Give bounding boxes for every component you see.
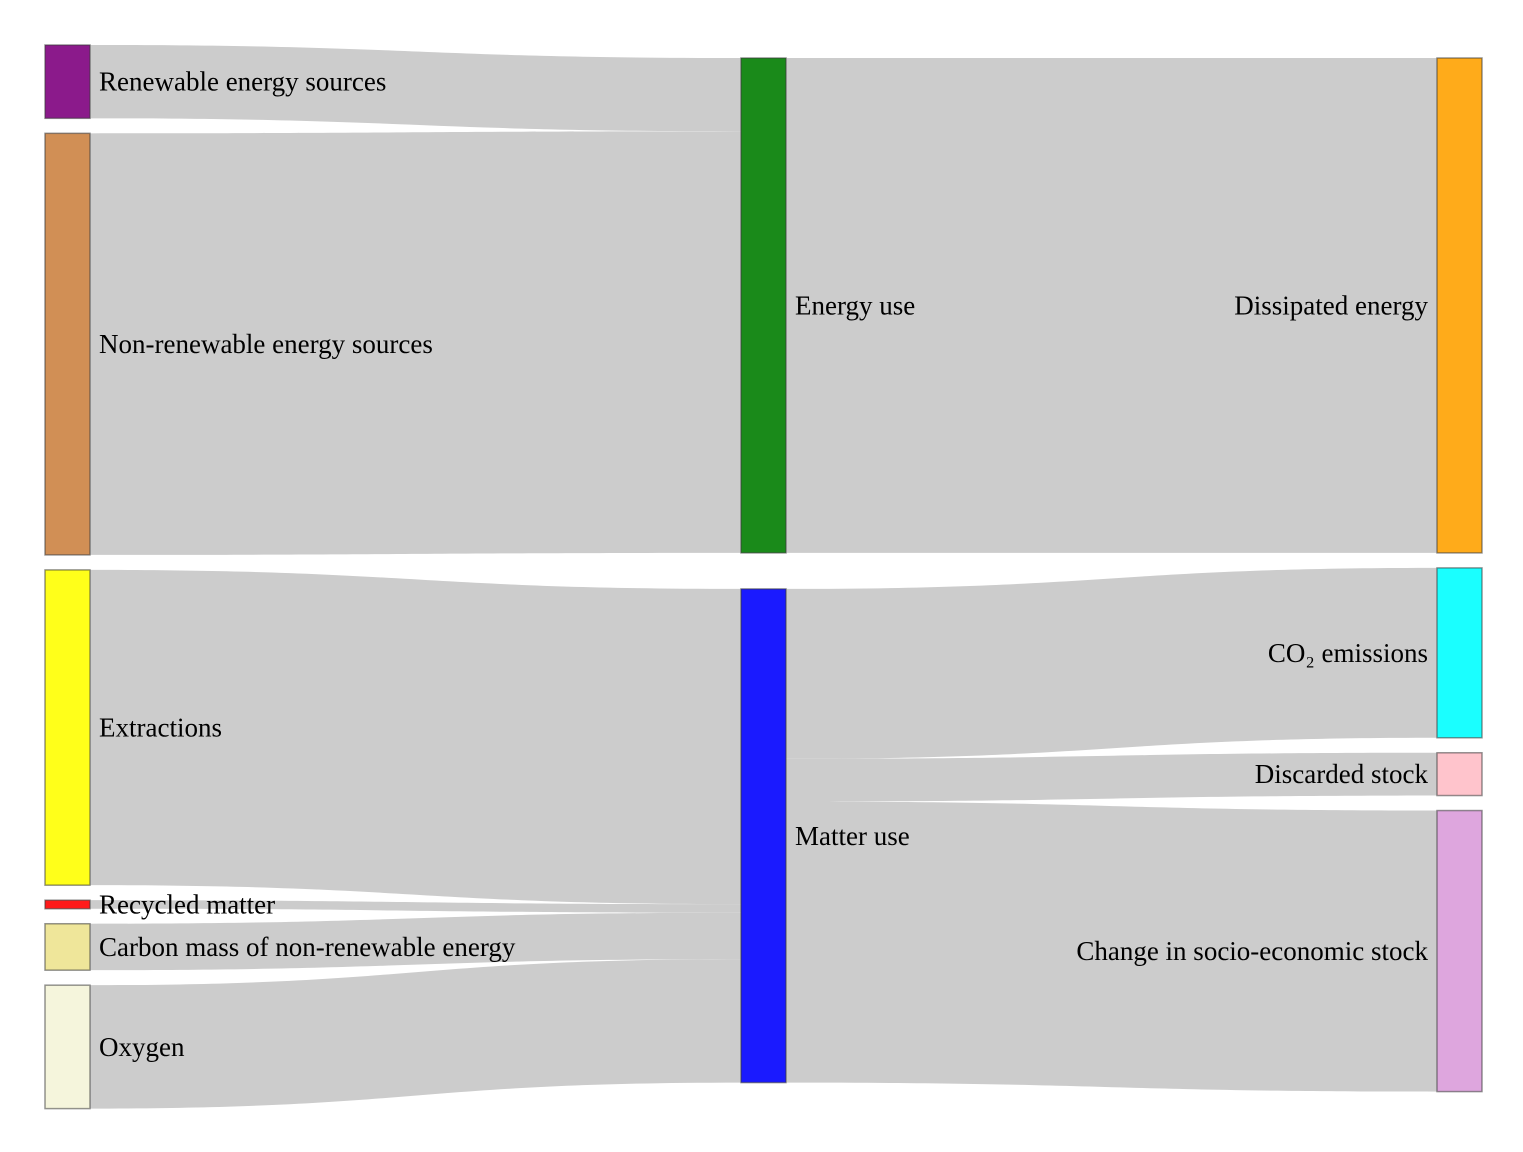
node-nonrenewable[interactable]: [44, 132, 91, 556]
node-oxygen[interactable]: [44, 984, 91, 1110]
link-carbon-to-matter_use: [90, 912, 741, 971]
link-recycled-to-matter_use: [90, 900, 741, 913]
node-label-energy_use: Energy use: [795, 290, 915, 320]
node-label-oxygen: Oxygen: [99, 1032, 185, 1062]
node-label-extractions: Extractions: [99, 713, 222, 743]
node-label-carbon: Carbon mass of non-renewable energy: [99, 932, 516, 962]
node-discarded[interactable]: [1436, 752, 1483, 797]
node-co2[interactable]: [1436, 567, 1483, 739]
link-oxygen-to-matter_use: [90, 959, 741, 1109]
node-renewable[interactable]: [44, 44, 91, 120]
link-renewable-to-energy_use: [90, 45, 741, 132]
sankey-labels: Renewable energy sources Non-renewable en…: [99, 67, 1428, 1062]
sankey-nodes: [44, 44, 1483, 1110]
node-dissipated[interactable]: [1436, 57, 1483, 554]
link-matter_use-to-stock: [786, 801, 1437, 1092]
node-label-co2: CO₂ emissions: [1268, 638, 1428, 668]
link-nonrenewable-to-energy_use: [90, 131, 741, 555]
node-label-nonrenewable: Non-renewable energy sources: [99, 329, 433, 359]
link-matter_use-to-discarded: [786, 752, 1437, 802]
node-label-stock: Change in socio-economic stock: [1076, 936, 1428, 966]
node-energy_use[interactable]: [740, 57, 787, 554]
node-recycled[interactable]: [44, 899, 91, 910]
link-energy_use-to-dissipated: [786, 58, 1437, 553]
node-label-matter_use: Matter use: [795, 821, 910, 851]
node-label-recycled: Recycled matter: [99, 889, 275, 919]
link-extractions-to-matter_use: [90, 569, 741, 905]
node-label-dissipated: Dissipated energy: [1234, 290, 1428, 320]
node-extractions[interactable]: [44, 569, 91, 886]
node-matter_use[interactable]: [740, 588, 787, 1084]
node-carbon[interactable]: [44, 922, 91, 971]
sankey-links: [90, 45, 1437, 1109]
link-matter_use-to-co2: [786, 567, 1437, 759]
node-stock[interactable]: [1436, 809, 1483, 1093]
node-label-discarded: Discarded stock: [1255, 759, 1429, 789]
node-label-renewable: Renewable energy sources: [99, 67, 386, 97]
